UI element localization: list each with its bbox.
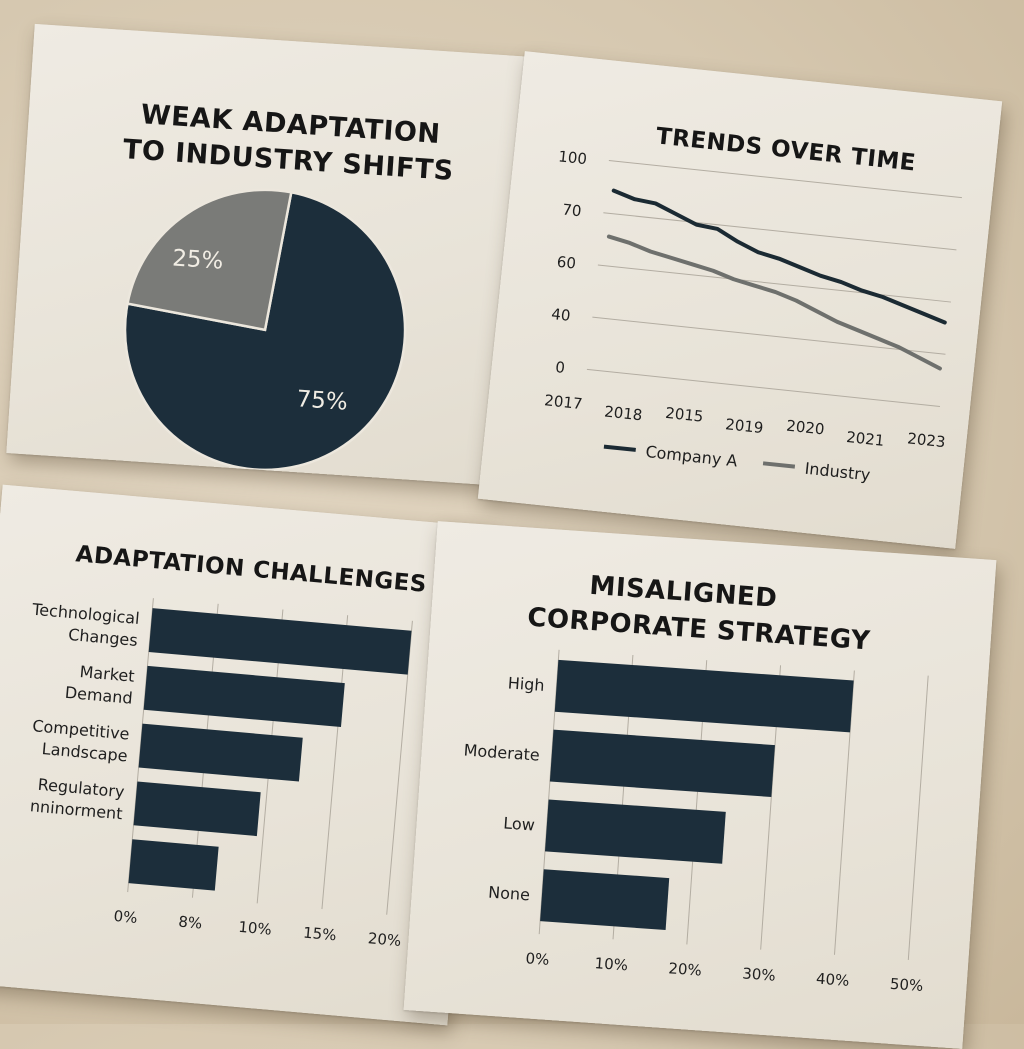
bar-xtick-label: 50% <box>889 975 924 995</box>
legend-label: Company A <box>645 442 739 471</box>
bar-category-label: Technological <box>30 600 140 628</box>
bar-category-label: Changes <box>67 625 138 650</box>
bar-category-label: Landscape <box>41 739 128 765</box>
bar <box>133 781 261 837</box>
bar-xtick-label: 20% <box>668 959 703 979</box>
line-gridline <box>603 212 957 251</box>
challenges-title: ADAPTATION CHALLENGES <box>75 541 428 598</box>
bar-category-label: None <box>488 883 531 905</box>
bar <box>544 799 726 864</box>
challenges-bar-card: ADAPTATION CHALLENGES Technological Chang… <box>0 484 491 1026</box>
line-gridline <box>597 264 951 303</box>
line-series-company-a <box>611 188 947 325</box>
line-xtick-label: 2021 <box>845 428 885 450</box>
bar <box>549 729 775 798</box>
bar-category-label: High <box>507 673 545 695</box>
line-chart-card: TRENDS OVER TIME 100 70 60 40 0 2017 2018 2015… <box>477 51 1003 549</box>
bar-xtick-label: 30% <box>742 964 777 984</box>
bar <box>143 665 345 728</box>
bar <box>138 723 303 782</box>
bar-xtick-label: 8% <box>178 913 203 933</box>
bar <box>128 839 219 891</box>
bar-category-label: Low <box>503 813 536 834</box>
strategy-title-line-2: CORPORATE STRATEGY <box>526 603 872 657</box>
line-ytick-label: 60 <box>556 253 577 273</box>
line-ytick-label: 100 <box>557 147 587 168</box>
bar-xtick-label: 15% <box>302 924 337 945</box>
line-xtick-label: 2015 <box>664 404 704 426</box>
line-xtick-label: 2023 <box>906 429 946 451</box>
bar-category-label: Demand <box>64 683 133 708</box>
line-xtick-label: 2018 <box>603 402 643 424</box>
line-title: TRENDS OVER TIME <box>655 123 917 176</box>
line-ytick-label: 70 <box>561 200 582 220</box>
bar <box>540 869 670 930</box>
legend-swatch <box>603 444 636 452</box>
legend-swatch <box>762 461 796 469</box>
bar <box>554 659 854 733</box>
line-xtick-label: 2017 <box>543 391 583 413</box>
pie-label-75: 75% <box>296 386 349 415</box>
line-chart: TRENDS OVER TIME 100 70 60 40 0 2017 2018 2015… <box>543 123 962 485</box>
bar-xtick-label: 10% <box>238 918 273 939</box>
line-xtick-label: 2019 <box>724 415 764 437</box>
pie-slice-25 <box>126 188 293 332</box>
bar-xtick-label: 40% <box>815 970 850 990</box>
strategy-bar-card: MISALIGNED CORPORATE STRATEGY High Modera… <box>403 521 997 1049</box>
line-ytick-label: 0 <box>554 358 565 377</box>
challenges-bar-chart: ADAPTATION CHALLENGES TechnologicalChang… <box>29 541 428 950</box>
pie-label-25: 25% <box>171 245 224 274</box>
pie-chart: WEAK ADAPTATION TO INDUSTRY SHIFTS 75%25… <box>122 99 455 472</box>
bar-xtick-label: 0% <box>525 949 550 969</box>
bar-xtick-label: 20% <box>367 929 402 950</box>
bar <box>148 608 412 675</box>
line-gridline <box>592 316 946 355</box>
bar-category-label: Market <box>79 662 135 686</box>
strategy-title-line-1: MISALIGNED <box>589 571 779 614</box>
line-xtick-label: 2020 <box>785 417 825 439</box>
bar-xtick-label: 0% <box>113 907 138 927</box>
line-ytick-label: 40 <box>550 305 571 325</box>
line-gridline <box>586 368 941 407</box>
pie-chart-card: WEAK ADAPTATION TO INDUSTRY SHIFTS 75% 25… <box>6 23 534 487</box>
bar-category-label: Moderate <box>463 740 540 764</box>
legend-label: Industry <box>804 459 871 485</box>
bar-xtick-label: 10% <box>594 954 629 974</box>
line-gridline <box>608 160 962 199</box>
strategy-bar-chart: MISALIGNED CORPORATE STRATEGY High Modera… <box>463 571 929 995</box>
bar-category-label: nninorment <box>29 796 123 823</box>
line-series-industry <box>606 234 942 371</box>
bar-gridline <box>907 675 929 960</box>
